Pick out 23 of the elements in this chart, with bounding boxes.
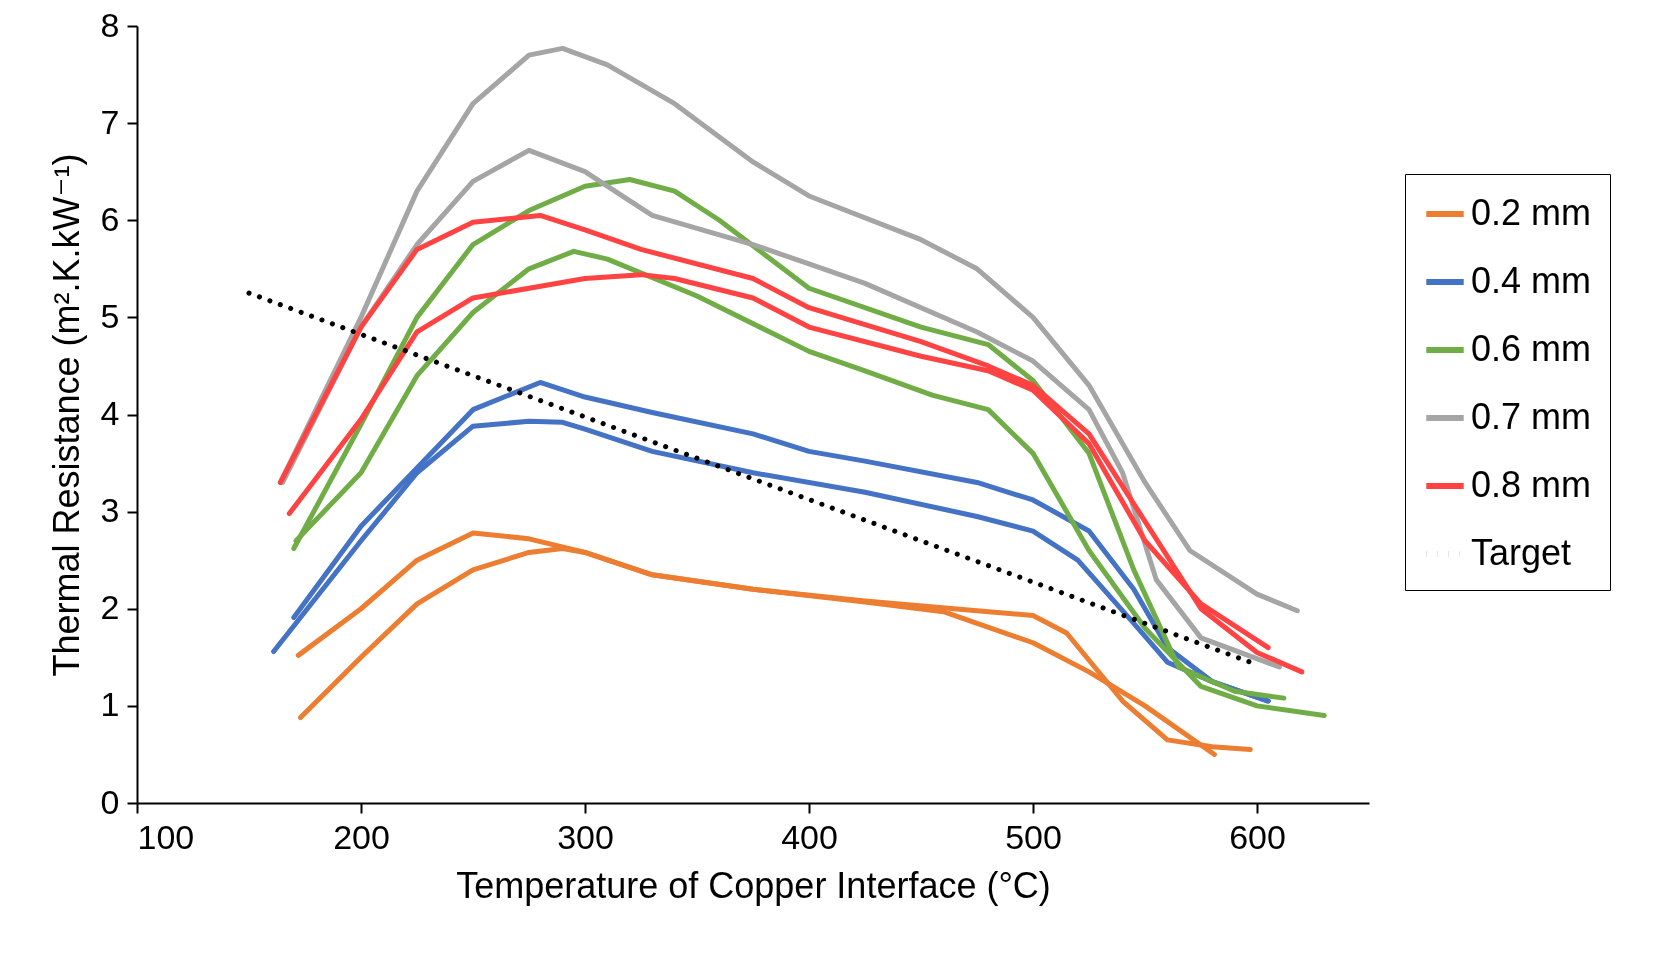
- legend-label: 0.2 mm: [1471, 192, 1592, 233]
- x-tick-label: 200: [333, 817, 390, 856]
- y-tick-label: 1: [100, 685, 120, 724]
- legend-label: 0.8 mm: [1471, 464, 1592, 505]
- y-tick-label: 0: [100, 782, 120, 821]
- y-tick-label: 8: [100, 5, 120, 44]
- y-axis-title: Thermal Resistance (m².K.kW⁻¹): [45, 153, 87, 677]
- legend-label: 0.4 mm: [1471, 260, 1592, 301]
- legend-label: Target: [1471, 532, 1572, 573]
- legend-label: 0.6 mm: [1471, 328, 1592, 369]
- x-tick-label: 400: [781, 817, 838, 856]
- y-tick-label: 2: [100, 588, 120, 627]
- x-axis-title: Temperature of Copper Interface (°C): [456, 864, 1051, 906]
- legend-label: 0.7 mm: [1471, 396, 1592, 437]
- y-tick-label: 3: [100, 491, 120, 530]
- x-tick-label: 500: [1005, 817, 1062, 856]
- x-tick-label: 100: [137, 817, 195, 856]
- y-tick-label: 4: [100, 394, 120, 432]
- y-tick-label: 7: [100, 102, 120, 141]
- y-tick-label: 6: [100, 199, 120, 238]
- x-tick-label: 300: [557, 817, 614, 856]
- x-tick-label: 600: [1229, 817, 1286, 856]
- y-tick-label: 5: [100, 296, 120, 335]
